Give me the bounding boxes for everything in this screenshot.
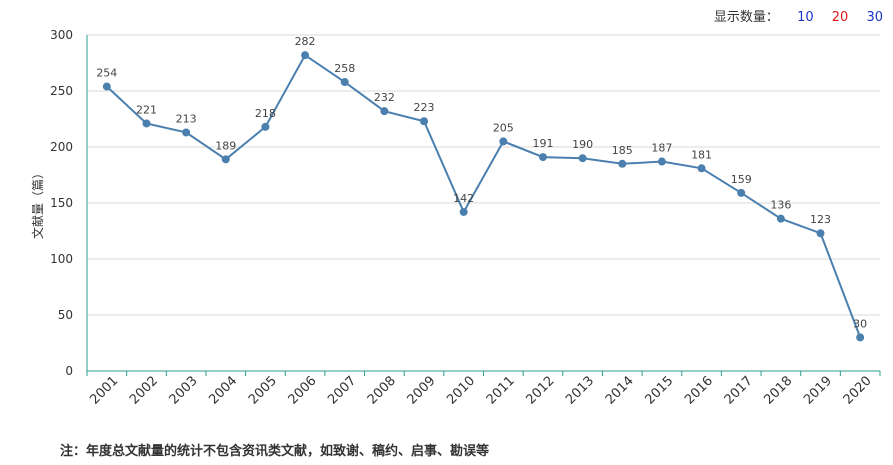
data-label: 218 (255, 107, 276, 120)
y-tick-label: 100 (50, 252, 73, 266)
data-label: 123 (810, 213, 831, 226)
x-tick-label: 2006 (286, 374, 320, 408)
data-label: 189 (215, 139, 236, 152)
x-tick-label: 2012 (523, 374, 557, 408)
x-tick-label: 2013 (563, 374, 597, 408)
display-count-option-30[interactable]: 30 (866, 10, 883, 25)
data-label: 213 (176, 112, 197, 125)
data-point (182, 128, 191, 137)
data-label: 136 (770, 199, 791, 212)
data-label: 223 (414, 101, 435, 114)
y-tick-label: 300 (50, 28, 73, 42)
data-label: 221 (136, 103, 157, 116)
display-count-option-20[interactable]: 20 (831, 10, 849, 25)
data-label: 258 (334, 62, 355, 75)
data-label: 30 (853, 317, 867, 330)
data-label: 254 (96, 67, 117, 80)
data-label: 159 (731, 173, 752, 186)
x-tick-label: 2017 (722, 374, 756, 408)
x-tick-label: 2003 (167, 374, 201, 408)
x-tick-label: 2020 (841, 374, 875, 408)
data-label: 190 (572, 138, 593, 151)
data-point (261, 122, 270, 131)
data-point (221, 155, 230, 164)
y-axis-label: 文献量（篇） (30, 167, 45, 239)
data-point (578, 154, 587, 163)
footnote: 注：年度总文献量的统计不包含资讯类文献，如致谢、稿约、启事、勘误等 (60, 444, 490, 459)
data-point (776, 214, 785, 223)
x-tick-label: 2019 (801, 374, 835, 408)
display-count-label: 显示数量： (713, 10, 779, 25)
data-point (618, 159, 627, 168)
y-tick-label: 200 (50, 140, 73, 154)
data-label: 185 (612, 144, 633, 157)
series-line (106, 53, 862, 338)
data-point (102, 82, 111, 91)
data-point (380, 107, 389, 116)
y-tick-label: 250 (50, 84, 73, 98)
data-point (340, 78, 349, 87)
data-point (301, 51, 310, 60)
display-count-control: 显示数量： 10 20 30 (714, 6, 883, 25)
data-point (142, 119, 151, 128)
data-point (856, 333, 865, 342)
display-count-option-10[interactable]: 10 (797, 10, 814, 25)
y-tick-label: 0 (65, 364, 73, 378)
x-tick-label: 2007 (325, 374, 359, 408)
data-point (459, 207, 468, 216)
data-point (737, 188, 746, 197)
x-tick-label: 2009 (405, 374, 439, 408)
y-tick-label: 150 (50, 196, 73, 210)
x-tick-label: 2016 (682, 374, 716, 408)
x-tick-label: 2004 (206, 374, 240, 408)
x-tick-label: 2015 (642, 374, 676, 408)
data-point (697, 164, 706, 173)
data-point (538, 153, 547, 162)
x-tick-label: 2010 (444, 374, 478, 408)
data-point (420, 117, 429, 126)
y-tick-label: 50 (58, 308, 73, 322)
x-tick-label: 2018 (761, 374, 795, 408)
x-tick-label: 2001 (87, 374, 121, 408)
x-tick-label: 2002 (127, 374, 161, 408)
x-tick-label: 2014 (603, 374, 637, 408)
data-label: 187 (651, 142, 672, 155)
data-label: 191 (532, 137, 553, 150)
data-point (816, 229, 825, 238)
data-point (499, 137, 508, 146)
data-label: 232 (374, 91, 395, 104)
x-tick-label: 2005 (246, 374, 280, 408)
data-label: 181 (691, 148, 712, 161)
x-tick-label: 2011 (484, 374, 518, 408)
x-tick-label: 2008 (365, 374, 399, 408)
data-label: 142 (453, 192, 474, 205)
data-label: 205 (493, 121, 514, 134)
data-label: 282 (295, 35, 316, 48)
data-point (657, 157, 666, 166)
